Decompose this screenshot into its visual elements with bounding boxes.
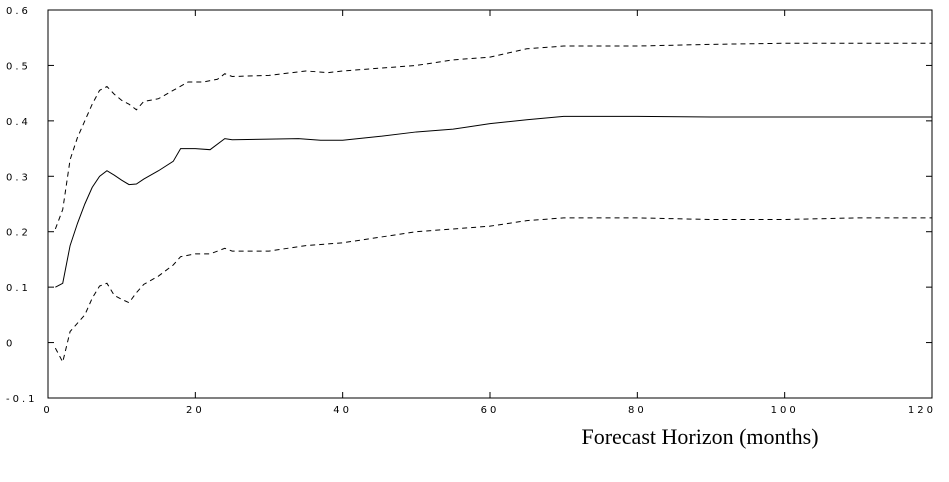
series-line-2 (55, 115, 932, 288)
series-line-1 (54, 42, 932, 230)
y-tick-label: 0.1 (6, 283, 31, 294)
x-tick-label: 40 (333, 405, 352, 416)
y-tick-label: 0.6 (6, 6, 31, 17)
y-tick-label: 0 (6, 339, 15, 350)
plot-frame (47, 9, 933, 399)
x-tick-label: 0 (43, 405, 52, 416)
x-tick-label: 80 (628, 405, 647, 416)
y-tick-label: 0.5 (6, 61, 31, 72)
y-tick-label: 0.2 (6, 228, 31, 239)
y-tick-label: 0.3 (6, 172, 31, 183)
series-line-3 (54, 217, 932, 364)
axis-ticks (47, 9, 933, 399)
series-lines (54, 42, 932, 364)
x-tick-label: 100 (771, 405, 799, 416)
x-axis-label: Forecast Horizon (months) (581, 424, 819, 449)
y-tick-label: 0.4 (6, 117, 31, 128)
x-tick-label: 120 (908, 405, 936, 416)
x-tick-label: 20 (186, 405, 205, 416)
axis-tick-labels: 0 20 40 60 80 100 120 -0.1 0 0.1 0.2 0.3 0.4 0.5 0.6 (6, 6, 936, 416)
x-tick-label: 60 (481, 405, 500, 416)
y-tick-label: -0.1 (6, 394, 38, 405)
